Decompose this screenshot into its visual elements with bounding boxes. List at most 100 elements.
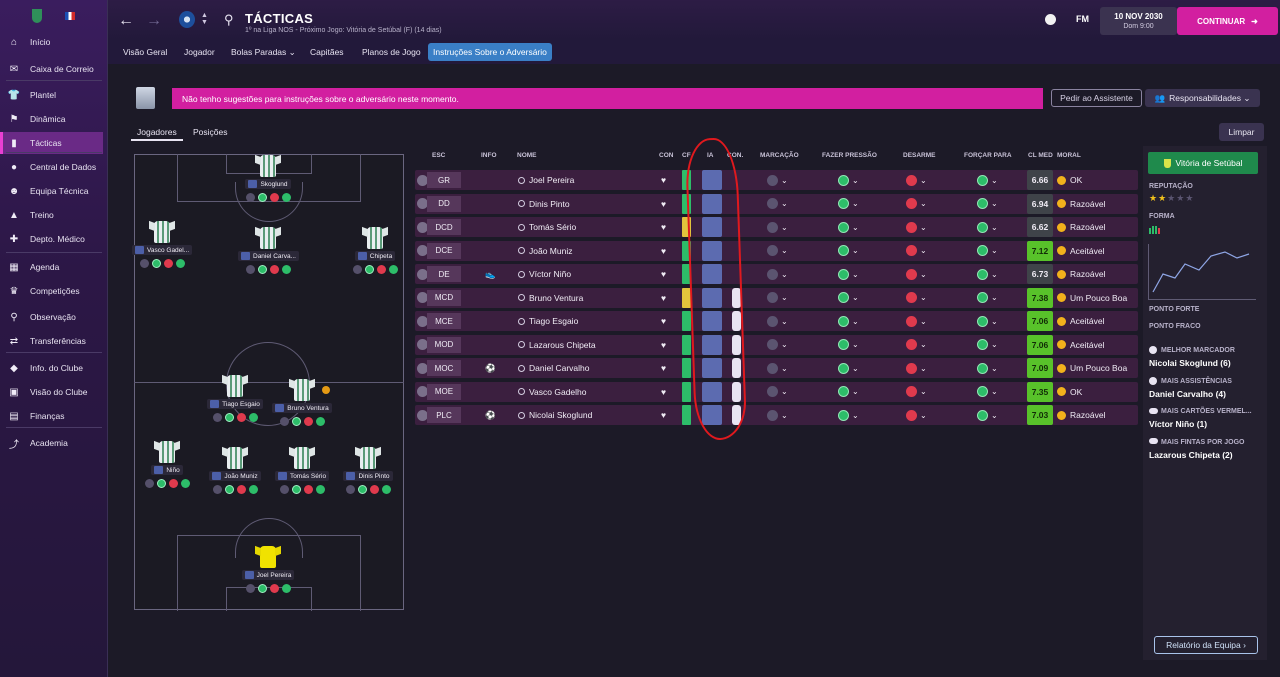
pitch-player[interactable]: Dinis Pinto	[338, 447, 398, 494]
pressing-select[interactable]: ⌄	[838, 409, 859, 421]
top-scorer-value[interactable]: Nicolai Skoglund (6)	[1149, 358, 1231, 368]
column-header[interactable]: ESC	[432, 152, 446, 159]
date-box[interactable]: 10 NOV 2030 Dom 9:00	[1100, 7, 1177, 35]
sidebar-item-shirt[interactable]: 👕 Plantel	[0, 84, 103, 106]
table-row[interactable]: MOE Vasco Gadelho ♥ ⌄ ⌄ ⌄ ⌄ 7.35 OK	[415, 381, 1138, 402]
sidebar-item-tactics[interactable]: ▮ Tácticas	[0, 132, 103, 154]
player-role-icon[interactable]	[702, 193, 722, 214]
row-select-toggle[interactable]	[417, 315, 428, 327]
flag-icon[interactable]	[65, 12, 76, 20]
pressing-select[interactable]: ⌄	[838, 339, 859, 351]
row-select-toggle[interactable]	[417, 221, 428, 233]
table-row[interactable]: DCD Tomás Sério ♥ ⌄ ⌄ ⌄ ⌄ 6.62 Razoável	[415, 217, 1138, 237]
player-role-icon[interactable]	[702, 358, 722, 378]
player-name-cell[interactable]: Vasco Gadelho	[518, 382, 587, 402]
column-header[interactable]: MORAL	[1057, 152, 1081, 159]
pitch-player[interactable]: Skoglund	[238, 155, 298, 202]
team-crest-icon[interactable]	[179, 11, 195, 28]
player-role-icon[interactable]	[702, 170, 722, 190]
player-role-icon[interactable]	[702, 334, 722, 355]
column-header[interactable]: CON.	[727, 152, 744, 159]
clear-button[interactable]: Limpar	[1219, 123, 1264, 141]
row-select-toggle[interactable]	[417, 339, 428, 350]
marking-select[interactable]: ⌄	[767, 315, 788, 327]
pressing-select[interactable]: ⌄	[838, 386, 859, 398]
sidebar-item-scouting[interactable]: ⚲ Observação	[0, 306, 103, 328]
subtab-positions[interactable]: Posições	[193, 127, 228, 137]
player-name-cell[interactable]: Daniel Carvalho	[518, 358, 589, 378]
show-onto-select[interactable]: ⌄	[977, 386, 998, 398]
tab-0[interactable]: Visão Geral	[123, 47, 168, 57]
ask-assistant-button[interactable]: Pedir ao Assistente	[1051, 89, 1142, 107]
row-select-toggle[interactable]	[417, 386, 428, 397]
tab-1[interactable]: Jogador	[184, 47, 215, 57]
player-name-cell[interactable]: Tiago Esgaio	[518, 311, 578, 331]
pressing-select[interactable]: ⌄	[838, 174, 859, 186]
pitch-player[interactable]: Tomás Sério	[272, 447, 332, 494]
player-name-cell[interactable]: Víctor Niño	[518, 264, 571, 284]
pitch-player[interactable]: Bruno Ventura	[272, 379, 332, 426]
chevron-updown-icon[interactable]: ▲ ▼	[201, 12, 208, 26]
tackling-select[interactable]: ⌄	[906, 245, 927, 257]
tackling-select[interactable]: ⌄	[906, 386, 927, 398]
show-onto-select[interactable]: ⌄	[977, 268, 998, 280]
sidebar-item-inbox[interactable]: ✉ Caixa de Correio	[0, 58, 103, 80]
show-onto-select[interactable]: ⌄	[977, 221, 998, 233]
marking-select[interactable]: ⌄	[767, 292, 788, 304]
marking-select[interactable]: ⌄	[767, 409, 788, 421]
back-arrow-icon[interactable]: ←	[118, 12, 134, 29]
marking-select[interactable]: ⌄	[767, 245, 788, 257]
responsibilities-button[interactable]: 👥 Responsabilidades ⌄	[1145, 89, 1260, 107]
sidebar-item-dynamics[interactable]: ⚑ Dinâmica	[0, 108, 103, 130]
row-select-toggle[interactable]	[417, 292, 428, 303]
assists-value[interactable]: Daniel Carvalho (4)	[1149, 389, 1226, 399]
player-name-cell[interactable]: Joel Pereira	[518, 170, 574, 190]
player-name-cell[interactable]: Dinis Pinto	[518, 194, 570, 214]
pitch-player[interactable]: Vasco Gadel...	[132, 221, 193, 268]
sidebar-item-club-vision[interactable]: ▣ Visão do Clube	[0, 381, 103, 403]
ball-icon[interactable]	[1045, 14, 1056, 25]
marking-select[interactable]: ⌄	[767, 386, 788, 398]
column-header[interactable]: IA	[707, 152, 714, 159]
sidebar-item-finances[interactable]: ▤ Finanças	[0, 405, 103, 427]
show-onto-select[interactable]: ⌄	[977, 315, 998, 327]
sidebar-item-calendar[interactable]: ▦ Agenda	[0, 256, 103, 278]
table-row[interactable]: DE 👟 Víctor Niño ♥ ⌄ ⌄ ⌄ ⌄ 6.73 Razoável	[415, 264, 1138, 284]
tab-5[interactable]: Instruções Sobre o Adversário	[428, 43, 552, 61]
tackling-select[interactable]: ⌄	[906, 221, 927, 233]
column-header[interactable]: NOME	[517, 152, 537, 159]
team-report-button[interactable]: Relatório da Equipa ›	[1154, 636, 1258, 654]
tackling-select[interactable]: ⌄	[906, 198, 927, 210]
sidebar-item-staff[interactable]: ☻ Equipa Técnica	[0, 180, 103, 202]
sidebar-item-trophy[interactable]: ♛ Competições	[0, 280, 103, 302]
dribbles-value[interactable]: Lazarous Chipeta (2)	[1149, 450, 1233, 460]
table-row[interactable]: GR Joel Pereira ♥ ⌄ ⌄ ⌄ ⌄ 6.66 OK	[415, 170, 1138, 190]
pressing-select[interactable]: ⌄	[838, 268, 859, 280]
player-name-cell[interactable]: Bruno Ventura	[518, 288, 583, 308]
row-select-toggle[interactable]	[417, 245, 428, 256]
table-row[interactable]: MOC ⚽ Daniel Carvalho ♥ ⌄ ⌄ ⌄ ⌄ 7.09 Um Pouco Boa	[415, 358, 1138, 378]
pressing-select[interactable]: ⌄	[838, 198, 859, 210]
column-header[interactable]: CF	[682, 152, 691, 159]
tackling-select[interactable]: ⌄	[906, 315, 927, 327]
tackling-select[interactable]: ⌄	[906, 292, 927, 304]
tackling-select[interactable]: ⌄	[906, 409, 927, 421]
row-select-toggle[interactable]	[417, 198, 428, 209]
pressing-select[interactable]: ⌄	[838, 221, 859, 233]
pitch-player[interactable]: Joel Pereira	[238, 546, 298, 593]
sidebar-item-training[interactable]: ▲ Treino	[0, 204, 103, 226]
marking-select[interactable]: ⌄	[767, 221, 788, 233]
pitch-player[interactable]: Daniel Carva...	[238, 227, 299, 274]
table-row[interactable]: MCD Bruno Ventura ♥ ⌄ ⌄ ⌄ ⌄ 7.38 Um Pouco Boa	[415, 287, 1138, 308]
sidebar-item-home[interactable]: ⌂ Início	[0, 31, 103, 53]
tackling-select[interactable]: ⌄	[906, 362, 927, 374]
player-role-icon[interactable]	[702, 240, 722, 261]
club-crest-icon[interactable]	[31, 9, 42, 23]
table-row[interactable]: MOD Lazarous Chipeta ♥ ⌄ ⌄ ⌄ ⌄ 7.06 Aceitável	[415, 334, 1138, 355]
tackling-select[interactable]: ⌄	[906, 339, 927, 351]
marking-select[interactable]: ⌄	[767, 174, 788, 186]
column-header[interactable]: CON	[659, 152, 674, 159]
show-onto-select[interactable]: ⌄	[977, 339, 998, 351]
sidebar-item-academy[interactable]: ⤴ Academia	[0, 432, 103, 454]
player-role-icon[interactable]	[702, 217, 722, 237]
